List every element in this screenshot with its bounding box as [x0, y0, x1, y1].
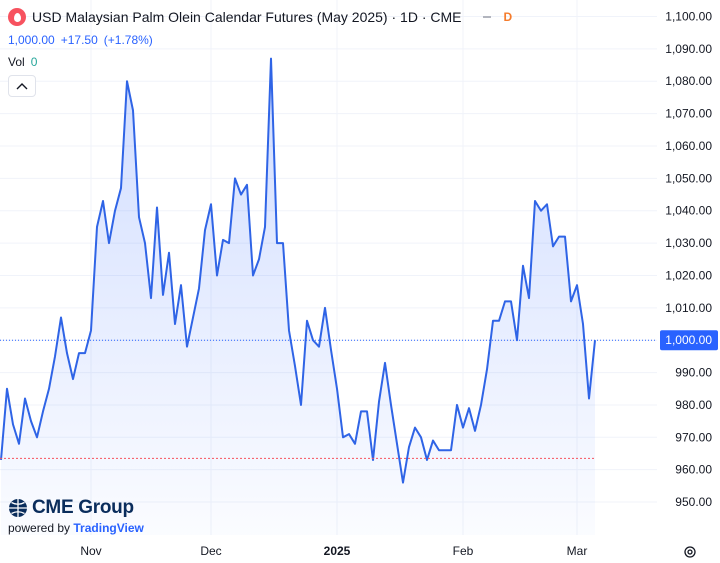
price-tick-label: 1,100.00 — [665, 10, 712, 24]
quote-values: 1,000.00 +17.50 (+1.78%) — [8, 33, 512, 47]
tradingview-link[interactable]: TradingView — [73, 521, 144, 535]
time-axis[interactable]: Nov Dec 2025 Feb Mar — [80, 544, 587, 558]
powered-by-line: powered by TradingView — [8, 521, 144, 535]
symbol-title[interactable]: USD Malaysian Palm Olein Calendar Future… — [32, 9, 462, 25]
area-fill — [1, 58, 595, 535]
collapse-legend-button[interactable] — [8, 75, 36, 97]
time-tick-label: Dec — [200, 544, 221, 558]
price-tick-label: 1,090.00 — [665, 42, 712, 56]
volume-label: Vol — [8, 55, 25, 69]
price-tick-label: 1,080.00 — [665, 74, 712, 88]
volume-row: Vol 0 — [8, 55, 512, 69]
volume-value: 0 — [30, 55, 38, 69]
minus-icon[interactable] — [483, 16, 492, 18]
time-tick-label: Nov — [80, 544, 101, 558]
last-price-badge: 1,000.00 — [660, 330, 718, 351]
time-tick-label: Mar — [567, 544, 588, 558]
data-delay-badge[interactable]: D — [503, 10, 513, 24]
palm-oil-drop-icon — [8, 8, 26, 26]
price-tick-label: 1,030.00 — [665, 236, 712, 250]
price-tick-label: 1,010.00 — [665, 301, 712, 315]
price-tick-label: 990.00 — [675, 366, 712, 380]
price-change: +17.50 — [60, 33, 98, 47]
cme-globe-icon — [9, 499, 27, 517]
last-price: 1,000.00 — [8, 33, 55, 47]
time-tick-label: Feb — [453, 544, 474, 558]
area-series — [1, 58, 595, 535]
price-tick-label: 970.00 — [675, 430, 712, 444]
price-axis[interactable]: 1,100.00 1,090.00 1,080.00 1,070.00 1,060.00… — [660, 10, 718, 510]
price-tick-label: 980.00 — [675, 398, 712, 412]
powered-by-label: powered by — [8, 521, 71, 535]
price-tick-label: 1,040.00 — [665, 204, 712, 218]
last-price-badge-bg — [660, 330, 718, 351]
cme-logo[interactable]: CME Group powered by TradingView — [8, 497, 144, 535]
price-change-percent: (+1.78%) — [103, 33, 153, 47]
price-tick-label: 1,050.00 — [665, 171, 712, 185]
price-tick-label: 1,070.00 — [665, 107, 712, 121]
last-price-badge-label: 1,000.00 — [665, 333, 712, 347]
price-line — [0, 57, 596, 484]
settings-gear-icon[interactable] — [684, 546, 696, 558]
price-tick-label: 960.00 — [675, 463, 712, 477]
price-tick-label: 1,060.00 — [665, 139, 712, 153]
price-tick-label: 1,020.00 — [665, 268, 712, 282]
chart-legend: USD Malaysian Palm Olein Calendar Future… — [8, 6, 512, 97]
cme-brand: CME Group — [32, 497, 134, 518]
time-tick-label: 2025 — [324, 544, 351, 558]
reference-lines — [0, 339, 657, 459]
series-line — [0, 57, 596, 484]
price-tick-label: 950.00 — [675, 495, 712, 509]
chevron-up-icon — [16, 83, 28, 90]
